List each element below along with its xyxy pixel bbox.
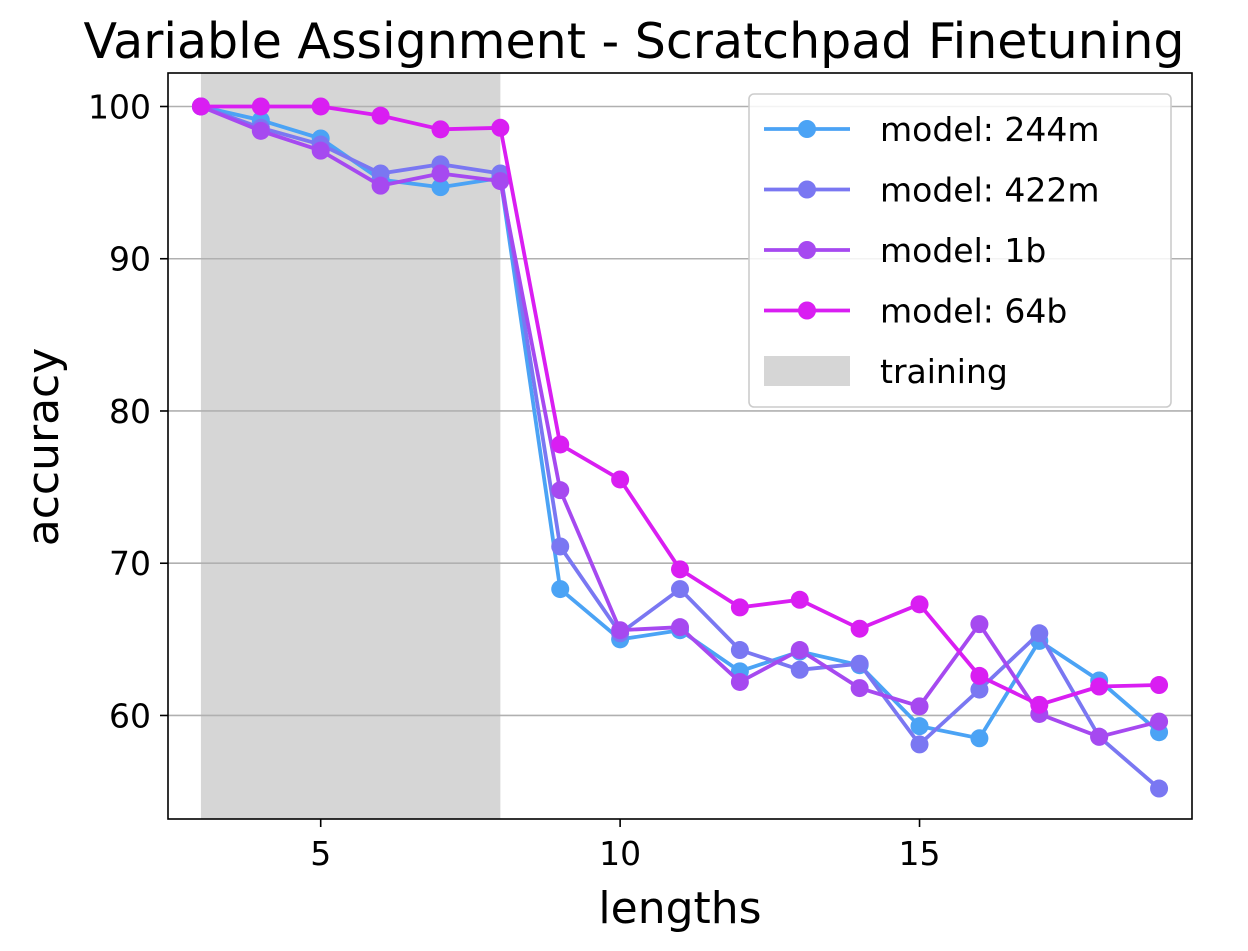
data-point — [850, 654, 869, 673]
data-point — [910, 697, 929, 716]
y-axis-label: accuracy — [18, 348, 69, 547]
data-point — [970, 680, 989, 699]
data-point — [730, 598, 749, 617]
data-point — [551, 537, 570, 556]
data-point — [611, 470, 630, 489]
data-point — [551, 435, 570, 454]
data-point — [1150, 712, 1169, 731]
data-point — [730, 672, 749, 691]
data-point — [191, 97, 210, 116]
data-point — [1150, 779, 1169, 798]
data-point — [311, 141, 330, 160]
legend-swatch-training — [764, 356, 850, 386]
data-point — [1030, 624, 1049, 643]
data-point — [850, 679, 869, 698]
y-tick-label: 90 — [109, 240, 151, 279]
data-point — [970, 615, 989, 634]
data-point — [910, 717, 929, 736]
legend-label: model: 1b — [880, 231, 1046, 270]
y-tick-label: 80 — [109, 392, 151, 431]
x-tick-label: 15 — [899, 834, 941, 873]
data-point — [551, 580, 570, 599]
data-point — [970, 729, 989, 748]
legend-label: training — [880, 352, 1008, 391]
legend-label: model: 64b — [880, 292, 1067, 331]
legend-box — [748, 93, 1172, 408]
x-tick-label: 5 — [310, 834, 331, 873]
data-point — [910, 735, 929, 754]
data-point — [431, 120, 450, 139]
legend-label: model: 244m — [880, 110, 1100, 149]
data-point — [611, 621, 630, 640]
plot-area: 5 10 15 60 70 80 90 100 — [88, 72, 1193, 873]
y-tick-label: 60 — [109, 696, 151, 735]
legend-marker — [798, 241, 816, 259]
axes-frame — [167, 72, 1193, 820]
data-point — [251, 97, 270, 116]
data-point — [371, 106, 390, 125]
data-point — [431, 164, 450, 183]
data-point — [1090, 677, 1109, 696]
data-point — [311, 97, 330, 116]
legend-marker — [798, 180, 816, 199]
data-point — [371, 176, 390, 195]
data-point — [1090, 727, 1109, 746]
data-point — [491, 172, 510, 191]
data-point — [790, 660, 809, 679]
x-axis-label: lengths — [598, 883, 761, 934]
data-point — [910, 595, 929, 614]
data-point — [850, 619, 869, 638]
data-point — [431, 178, 450, 197]
training-region — [200, 73, 501, 819]
y-tick-label: 70 — [109, 544, 151, 583]
legend-marker — [798, 301, 816, 320]
data-point — [551, 481, 570, 500]
data-point — [671, 618, 689, 637]
data-point — [671, 560, 689, 579]
legend-marker — [798, 120, 816, 138]
y-tick-label: 100 — [88, 87, 151, 126]
data-point — [251, 121, 270, 140]
data-point — [671, 580, 689, 599]
data-point — [1030, 695, 1049, 714]
x-tick-label: 10 — [599, 834, 641, 873]
data-point — [790, 641, 809, 660]
legend: model: 244m model: 422m model: 1b model: 64… — [748, 93, 1172, 408]
data-point — [730, 641, 749, 660]
data-point — [1150, 676, 1169, 695]
chart-title: Variable Assignment - Scratchpad Finetun… — [83, 13, 1184, 70]
data-point — [970, 666, 989, 685]
data-point — [491, 118, 510, 137]
legend-label: model: 422m — [880, 171, 1100, 210]
data-point — [790, 590, 809, 609]
